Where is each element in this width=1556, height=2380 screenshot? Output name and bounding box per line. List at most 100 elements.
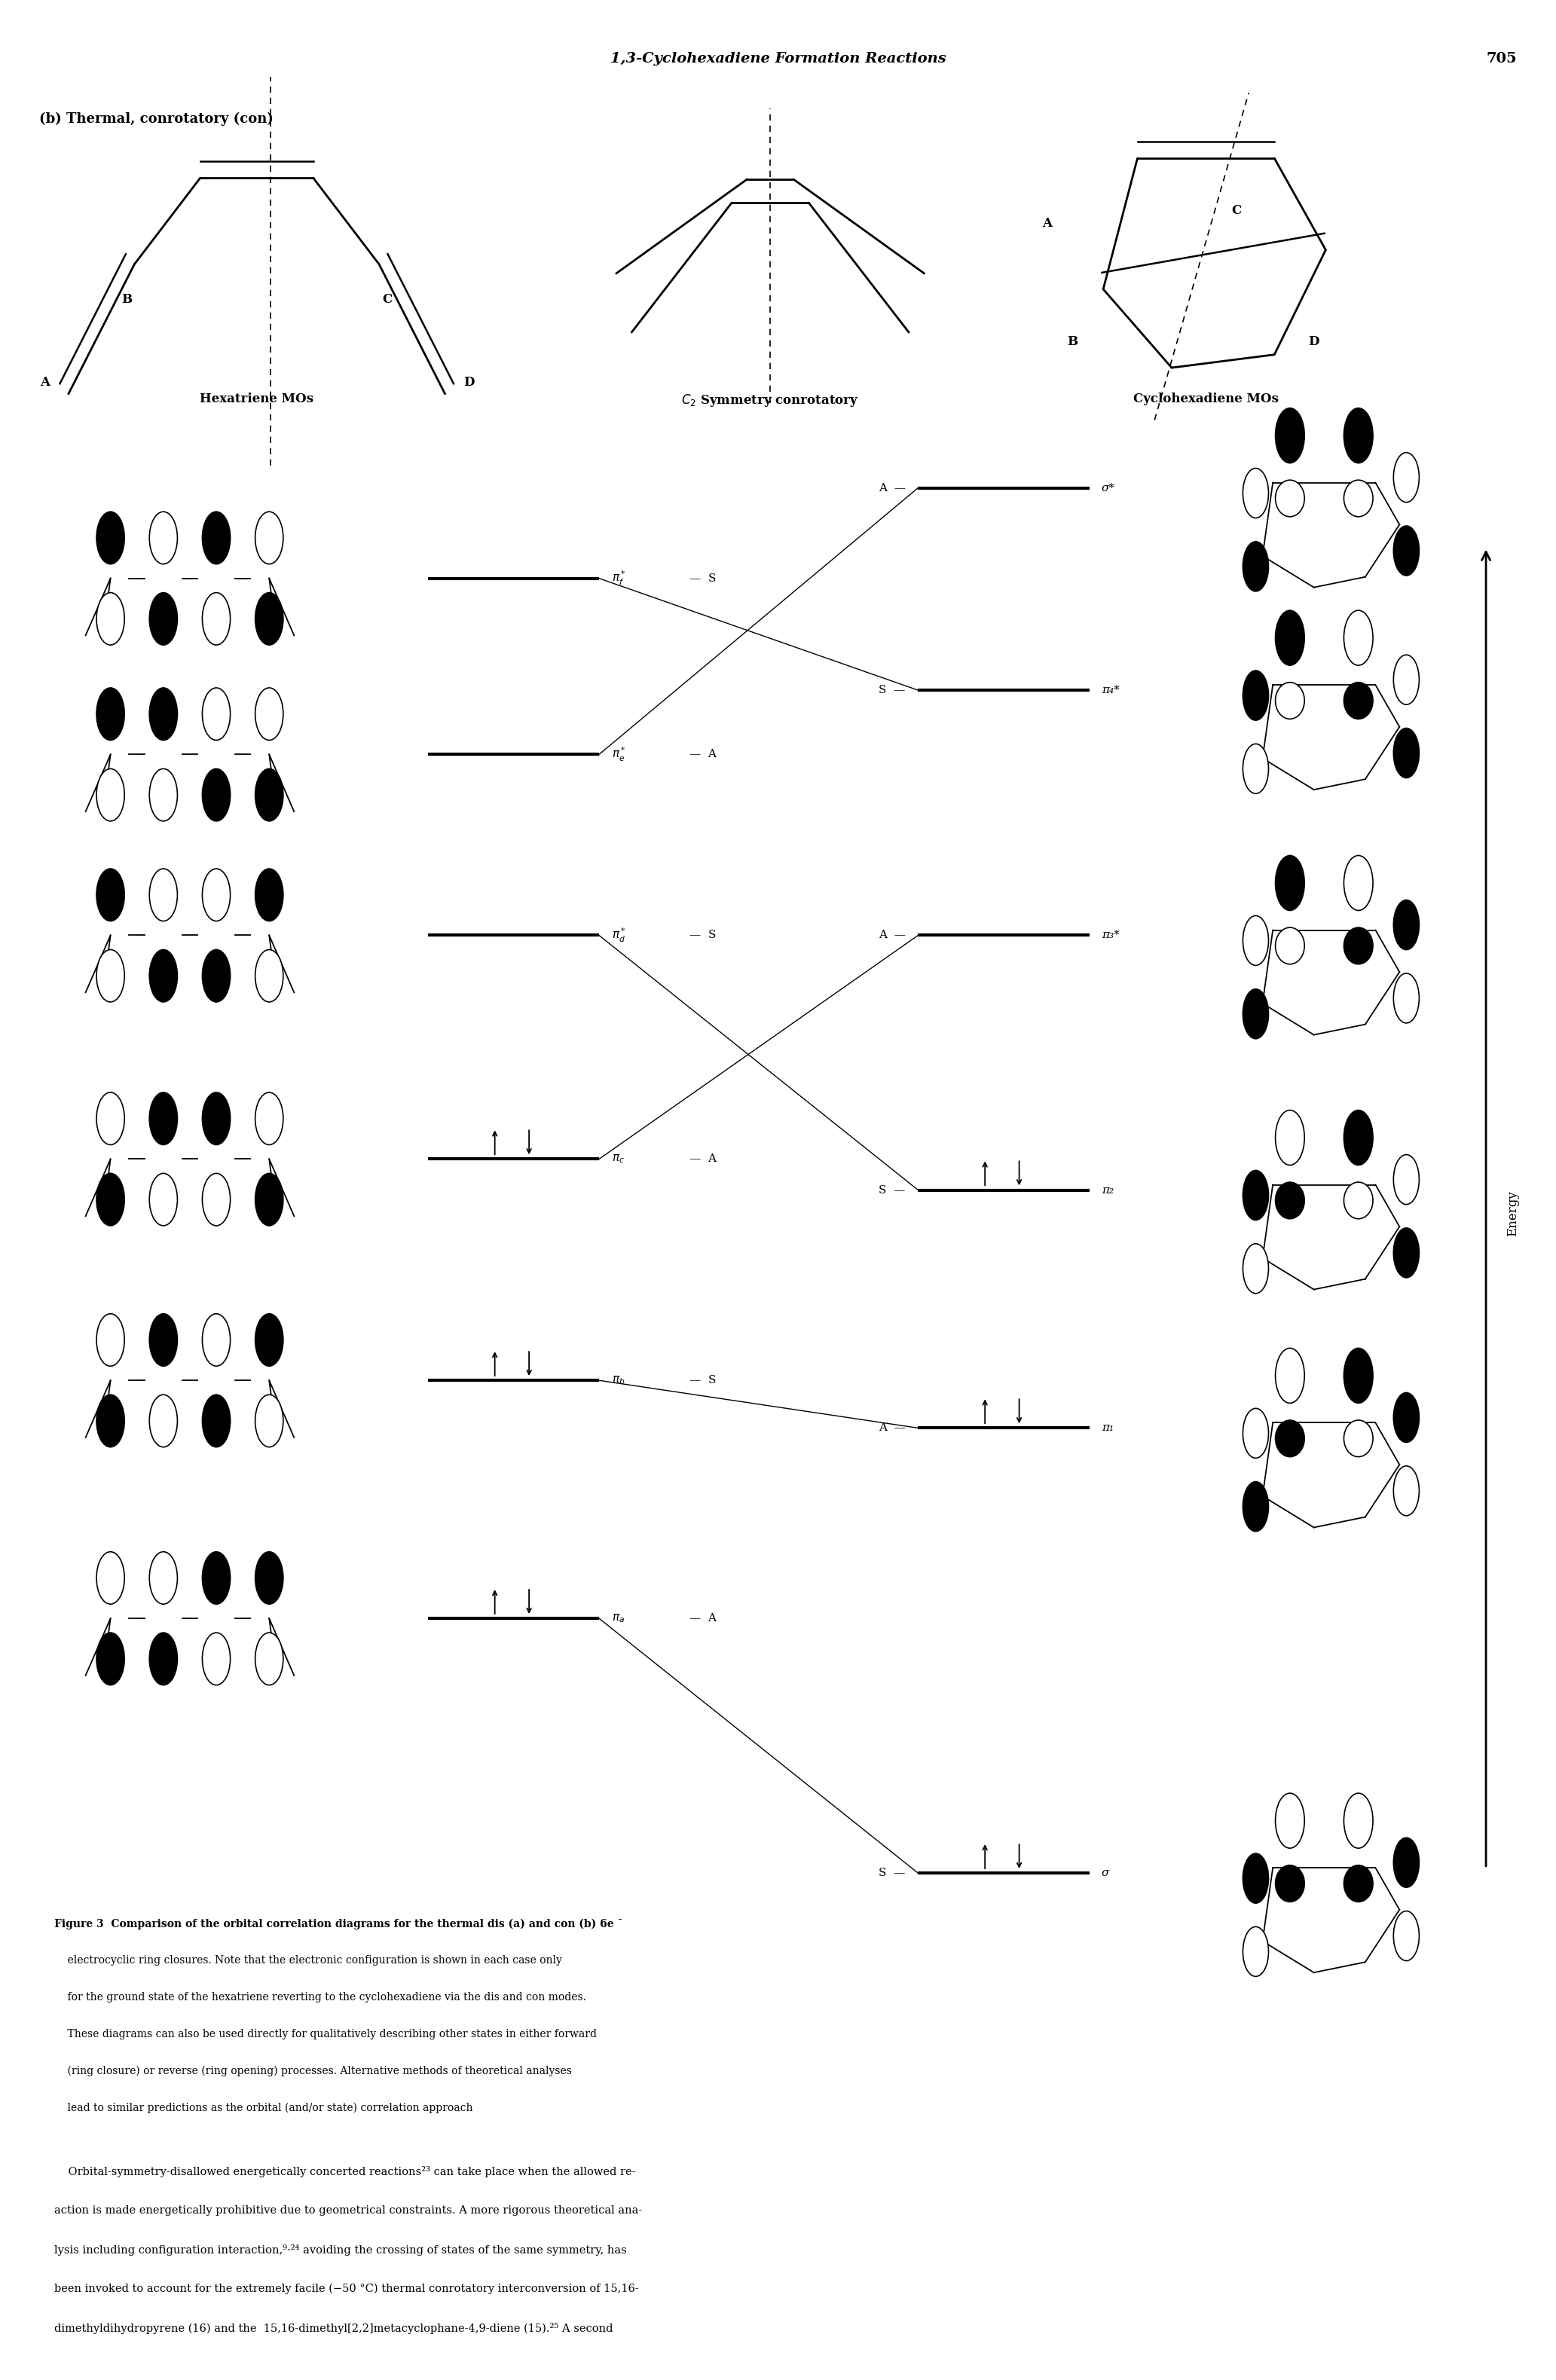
Ellipse shape (1243, 1171, 1268, 1221)
Ellipse shape (96, 512, 124, 564)
Ellipse shape (1344, 1421, 1372, 1457)
Ellipse shape (255, 512, 283, 564)
Ellipse shape (202, 593, 230, 645)
Ellipse shape (1243, 543, 1268, 590)
Ellipse shape (1276, 481, 1304, 516)
Text: action is made energetically prohibitive due to geometrical constraints. A more : action is made energetically prohibitive… (54, 2204, 643, 2216)
Ellipse shape (96, 869, 124, 921)
Ellipse shape (255, 1552, 283, 1604)
Text: $\pi_{d}^*$: $\pi_{d}^*$ (612, 926, 626, 945)
Ellipse shape (202, 1395, 230, 1447)
Text: S  —: S — (879, 1868, 906, 1878)
Ellipse shape (1344, 1109, 1372, 1166)
Text: —  A: — A (689, 1614, 716, 1623)
Ellipse shape (96, 593, 124, 645)
Text: A  —: A — (879, 931, 906, 940)
Text: —  A: — A (689, 1154, 716, 1164)
Ellipse shape (1394, 654, 1419, 704)
Ellipse shape (1394, 1228, 1419, 1278)
Ellipse shape (96, 1552, 124, 1604)
Ellipse shape (202, 869, 230, 921)
Text: lead to similar predictions as the orbital (and/or state) correlation approach: lead to similar predictions as the orbit… (54, 2104, 473, 2113)
Ellipse shape (255, 1173, 283, 1226)
Text: $\pi_{f}^*$: $\pi_{f}^*$ (612, 569, 626, 588)
Ellipse shape (202, 1092, 230, 1145)
Ellipse shape (1344, 683, 1372, 719)
Text: B: B (121, 293, 132, 305)
Text: lysis including configuration interaction,⁹·²⁴ avoiding the crossing of states o: lysis including configuration interactio… (54, 2244, 627, 2256)
Ellipse shape (96, 769, 124, 821)
Text: S  —: S — (879, 1185, 906, 1195)
Text: 1,3-Cyclohexadiene Formation Reactions: 1,3-Cyclohexadiene Formation Reactions (610, 52, 946, 67)
Ellipse shape (1394, 1466, 1419, 1516)
Ellipse shape (1394, 973, 1419, 1023)
Text: A  —: A — (879, 1423, 906, 1433)
Ellipse shape (255, 950, 283, 1002)
Ellipse shape (96, 688, 124, 740)
Text: Energy: Energy (1506, 1190, 1519, 1238)
Ellipse shape (1243, 990, 1268, 1038)
Text: C: C (1232, 205, 1242, 217)
Ellipse shape (149, 688, 177, 740)
Text: σ*: σ* (1102, 483, 1116, 493)
Ellipse shape (1394, 452, 1419, 502)
Text: $\pi_{c}$: $\pi_{c}$ (612, 1154, 624, 1164)
Text: π₃*: π₃* (1102, 931, 1120, 940)
Ellipse shape (1276, 1866, 1304, 1902)
Ellipse shape (96, 1314, 124, 1366)
Ellipse shape (1276, 1183, 1304, 1219)
Ellipse shape (96, 950, 124, 1002)
Ellipse shape (255, 769, 283, 821)
Ellipse shape (149, 869, 177, 921)
Text: These diagrams can also be used directly for qualitatively describing other stat: These diagrams can also be used directly… (54, 2028, 598, 2040)
Ellipse shape (149, 512, 177, 564)
Ellipse shape (1243, 671, 1268, 721)
Ellipse shape (149, 1395, 177, 1447)
Text: —  S: — S (689, 931, 716, 940)
Ellipse shape (1344, 928, 1372, 964)
Text: (ring closure) or reverse (ring opening) processes. Alternative methods of theor: (ring closure) or reverse (ring opening)… (54, 2066, 573, 2078)
Ellipse shape (202, 512, 230, 564)
Ellipse shape (255, 1092, 283, 1145)
Text: Orbital-symmetry-disallowed energetically concerted reactions²³ can take place w: Orbital-symmetry-disallowed energeticall… (54, 2166, 636, 2178)
Ellipse shape (149, 769, 177, 821)
Text: D: D (464, 376, 475, 388)
Text: dimethyldihydropyrene (16) and the  15,16-dimethyl[2,2]metacyclophane-4,9-diene : dimethyldihydropyrene (16) and the 15,16… (54, 2323, 613, 2335)
Ellipse shape (1276, 407, 1304, 464)
Text: $C_2$ Symmetry conrotatory: $C_2$ Symmetry conrotatory (682, 393, 859, 409)
Ellipse shape (202, 1173, 230, 1226)
Ellipse shape (1344, 854, 1372, 912)
Ellipse shape (96, 1633, 124, 1685)
Text: $\pi_{e}^*$: $\pi_{e}^*$ (612, 745, 626, 764)
Text: $\pi_{b}$: $\pi_{b}$ (612, 1376, 624, 1385)
Ellipse shape (1276, 1792, 1304, 1849)
Text: —  S: — S (689, 1376, 716, 1385)
Ellipse shape (1344, 481, 1372, 516)
Ellipse shape (1344, 1347, 1372, 1404)
Ellipse shape (202, 950, 230, 1002)
Ellipse shape (149, 1092, 177, 1145)
Text: —  A: — A (689, 750, 716, 759)
Ellipse shape (149, 950, 177, 1002)
Text: A: A (40, 376, 50, 388)
Ellipse shape (1276, 1347, 1304, 1404)
Ellipse shape (1344, 609, 1372, 666)
Ellipse shape (1394, 1392, 1419, 1442)
Ellipse shape (1243, 1928, 1268, 1975)
Text: B: B (1067, 336, 1077, 347)
Text: (b) Thermal, conrotatory (con): (b) Thermal, conrotatory (con) (39, 112, 274, 126)
Ellipse shape (149, 1314, 177, 1366)
Text: Hexatriene MOs: Hexatriene MOs (199, 393, 314, 405)
Ellipse shape (255, 1633, 283, 1685)
Text: A  —: A — (879, 483, 906, 493)
Ellipse shape (202, 688, 230, 740)
Ellipse shape (1243, 1409, 1268, 1459)
Ellipse shape (1276, 854, 1304, 912)
Ellipse shape (1394, 728, 1419, 778)
Text: —  S: — S (689, 574, 716, 583)
Ellipse shape (149, 1552, 177, 1604)
Ellipse shape (1276, 1421, 1304, 1457)
Text: been invoked to account for the extremely facile (−50 °C) thermal conrotatory in: been invoked to account for the extremel… (54, 2285, 640, 2294)
Text: Cyclohexadiene MOs: Cyclohexadiene MOs (1133, 393, 1279, 405)
Ellipse shape (1243, 745, 1268, 793)
